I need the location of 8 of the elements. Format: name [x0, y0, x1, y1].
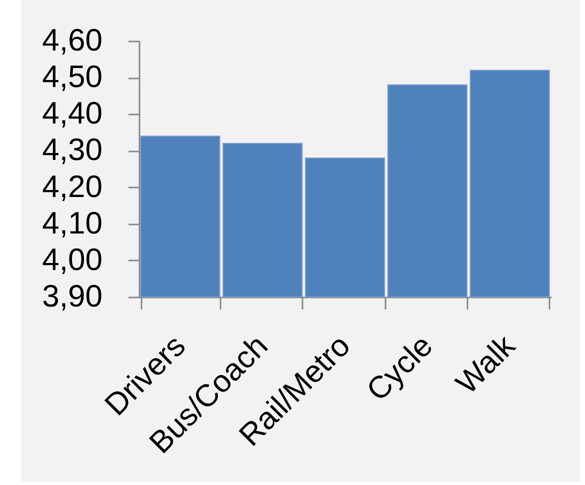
- y-tick-label: 4,50: [42, 59, 102, 94]
- y-tick-label: 4,30: [42, 132, 102, 168]
- y-tick-label: 4,60: [42, 22, 102, 58]
- y-tick-label: 4,00: [42, 242, 102, 277]
- y-tick-label: 4,40: [42, 96, 102, 131]
- y-tick-label: 4,20: [42, 168, 102, 204]
- y-tick-label: 3,90: [42, 278, 102, 314]
- y-tick-label: 4,10: [42, 205, 102, 240]
